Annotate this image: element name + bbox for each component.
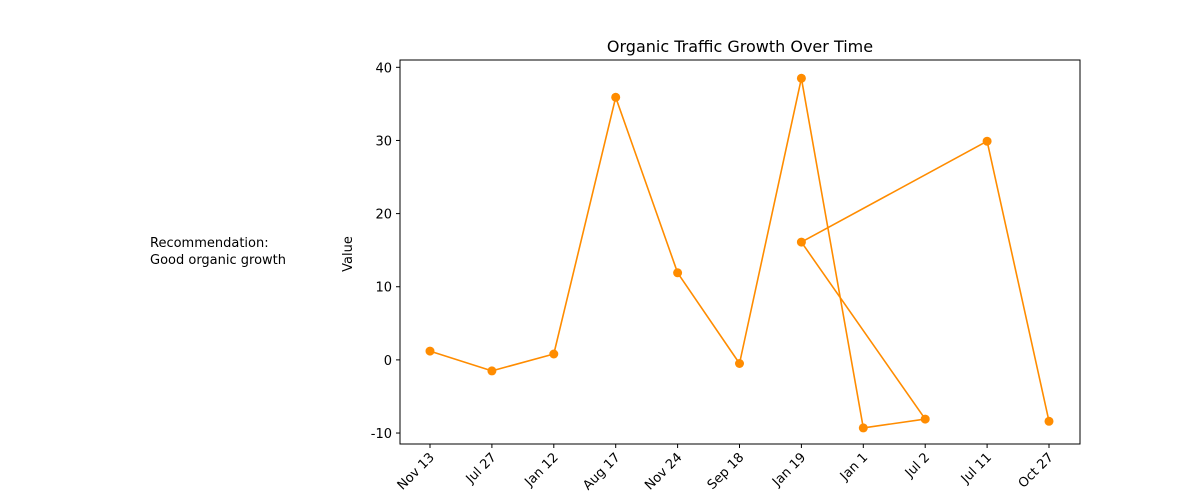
plot-area: -10 0 10 20 30 40 Nov 13 Jul 27 Jan 12 Aug 17 Nov …: [371, 59, 1081, 493]
y-tick-label: -10: [371, 427, 392, 442]
data-point: [611, 92, 621, 102]
x-tick-label: Aug 17: [580, 450, 623, 493]
data-point: [425, 346, 435, 356]
recommendation-label: Recommendation:: [150, 236, 269, 251]
data-point: [549, 349, 559, 359]
x-tick-label: Jul 2: [902, 450, 933, 481]
chart-title: Organic Traffic Growth Over Time: [607, 37, 873, 56]
x-tick-label: Nov 24: [642, 450, 685, 493]
series-line: [429, 77, 1050, 429]
x-tick-label: Jan 19: [769, 450, 809, 490]
data-point: [982, 136, 992, 146]
y-tick-label: 30: [375, 134, 392, 149]
data-point: [735, 359, 744, 368]
x-tick-label: Sep 18: [705, 450, 748, 493]
recommendation-text: Good organic growth: [150, 253, 287, 268]
plot-frame: [399, 59, 1081, 445]
x-tick-label: Nov 13: [395, 450, 438, 493]
y-tick-label: 10: [375, 281, 392, 296]
data-point: [673, 268, 683, 278]
data-point: [796, 73, 806, 83]
y-tick-label: 20: [375, 208, 392, 223]
y-tick-label: 0: [384, 354, 392, 369]
y-axis-label: Value: [341, 236, 356, 272]
data-point: [796, 237, 806, 247]
x-tick-label: Jan 1: [837, 450, 871, 484]
data-point: [1044, 416, 1054, 426]
recommendation-annotation: Recommendation: Good organic growth: [150, 235, 286, 269]
x-tick-label: Jul 27: [463, 450, 500, 487]
x-tick-label: Oct 27: [1016, 450, 1057, 491]
x-tick-label: Jan 12: [522, 450, 562, 490]
data-point: [487, 366, 497, 376]
data-point: [920, 414, 930, 424]
x-tick-label: Jul 11: [958, 450, 995, 487]
y-tick-label: 40: [375, 61, 392, 76]
data-point: [858, 423, 868, 433]
